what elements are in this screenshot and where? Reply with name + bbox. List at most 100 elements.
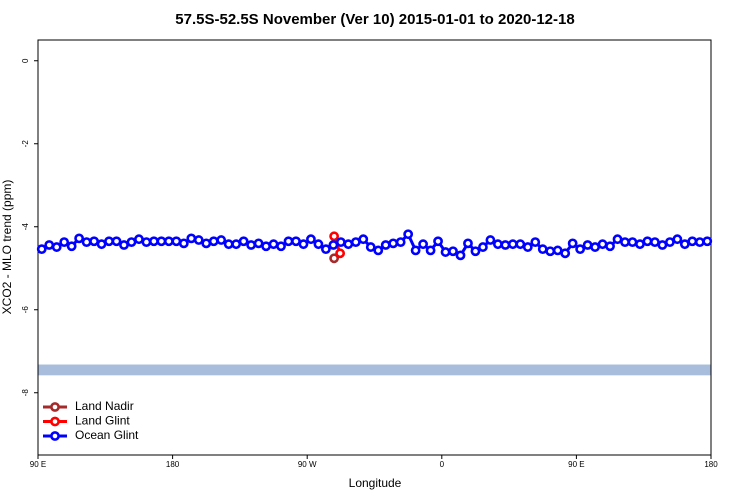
data-point <box>350 237 361 248</box>
data-point <box>605 241 615 252</box>
data-point <box>96 239 107 250</box>
data-point <box>111 236 122 247</box>
data-point <box>380 240 391 250</box>
data-point <box>66 241 77 252</box>
y-tick-label: -2 <box>21 140 30 148</box>
data-point <box>238 236 249 247</box>
x-tick-label: 180 <box>166 460 180 469</box>
data-point <box>537 244 548 255</box>
data-point <box>253 238 264 249</box>
data-point <box>201 238 212 249</box>
data-point <box>627 237 638 248</box>
data-point <box>463 238 473 249</box>
data-point <box>335 248 346 259</box>
data-point <box>590 242 600 252</box>
data-point <box>171 236 182 247</box>
y-tick-label: -8 <box>21 389 30 397</box>
x-tick-label: 180 <box>704 460 718 469</box>
data-point <box>507 239 518 250</box>
data-point <box>44 240 55 250</box>
data-point <box>223 239 234 250</box>
data-point <box>313 239 324 250</box>
data-point <box>156 236 167 247</box>
y-tick-label: -4 <box>21 223 30 231</box>
data-point <box>388 238 399 249</box>
data-point <box>620 237 630 248</box>
data-point <box>126 237 137 248</box>
data-point <box>328 240 339 250</box>
data-point <box>702 236 713 247</box>
data-point <box>89 236 99 247</box>
legend-marker <box>50 416 60 427</box>
legend-marker <box>50 431 60 441</box>
data-point <box>597 239 608 250</box>
x-tick-label: 90 E <box>568 460 584 469</box>
data-point <box>657 240 668 250</box>
x-tick-label: 0 <box>440 460 445 469</box>
data-point <box>59 237 70 248</box>
data-point <box>433 236 443 247</box>
data-point <box>320 244 331 255</box>
data-point <box>522 242 533 252</box>
data-point <box>178 238 189 249</box>
data-point <box>283 236 294 247</box>
data-point <box>216 235 227 245</box>
data-point <box>186 233 197 244</box>
data-point <box>672 234 683 245</box>
data-point <box>231 239 242 250</box>
data-point <box>36 244 47 255</box>
data-point <box>149 236 159 247</box>
data-point <box>365 242 376 252</box>
data-point <box>410 245 421 256</box>
legend-marker <box>50 402 60 412</box>
data-point <box>276 241 286 252</box>
data-point <box>51 242 62 252</box>
data-point <box>418 239 429 250</box>
data-point <box>246 240 257 250</box>
legend-label: Land Glint <box>75 414 130 428</box>
data-point <box>74 233 85 244</box>
data-point <box>515 239 526 250</box>
data-point <box>119 240 129 250</box>
data-point <box>575 244 586 255</box>
data-point <box>687 236 698 247</box>
data-point <box>679 239 690 250</box>
data-point <box>664 237 675 248</box>
data-point <box>612 234 623 245</box>
data-point <box>470 246 481 257</box>
legend-label: Ocean Glint <box>75 428 139 442</box>
y-axis-label: XCO2 - MLO trend (ppm) <box>0 180 14 315</box>
data-point <box>582 240 593 250</box>
data-point <box>448 246 458 257</box>
data-point <box>492 239 503 250</box>
x-axis-label: Longitude <box>349 476 402 490</box>
data-point <box>440 247 451 257</box>
data-point <box>261 241 271 252</box>
chart-title: 57.5S-52.5S November (Ver 10) 2015-01-01… <box>175 11 574 28</box>
data-point <box>193 235 204 245</box>
data-point <box>694 237 705 248</box>
data-point <box>403 229 414 240</box>
data-point <box>134 234 144 245</box>
data-point <box>567 238 578 249</box>
data-point <box>650 237 660 248</box>
data-point <box>545 246 556 257</box>
data-point <box>343 239 354 250</box>
data-point <box>478 242 488 252</box>
data-point <box>530 237 541 248</box>
data-point <box>335 237 346 248</box>
data-point <box>552 245 563 256</box>
y-tick-label: -6 <box>21 306 30 314</box>
data-point <box>358 234 369 245</box>
data-point <box>560 248 571 259</box>
data-point <box>329 253 340 264</box>
data-point <box>500 240 511 250</box>
data-point <box>291 236 301 247</box>
data-point <box>373 245 384 256</box>
data-point <box>298 239 309 250</box>
data-point <box>104 236 114 247</box>
data-point <box>395 237 406 248</box>
data-point <box>163 236 174 247</box>
data-point <box>208 236 219 247</box>
